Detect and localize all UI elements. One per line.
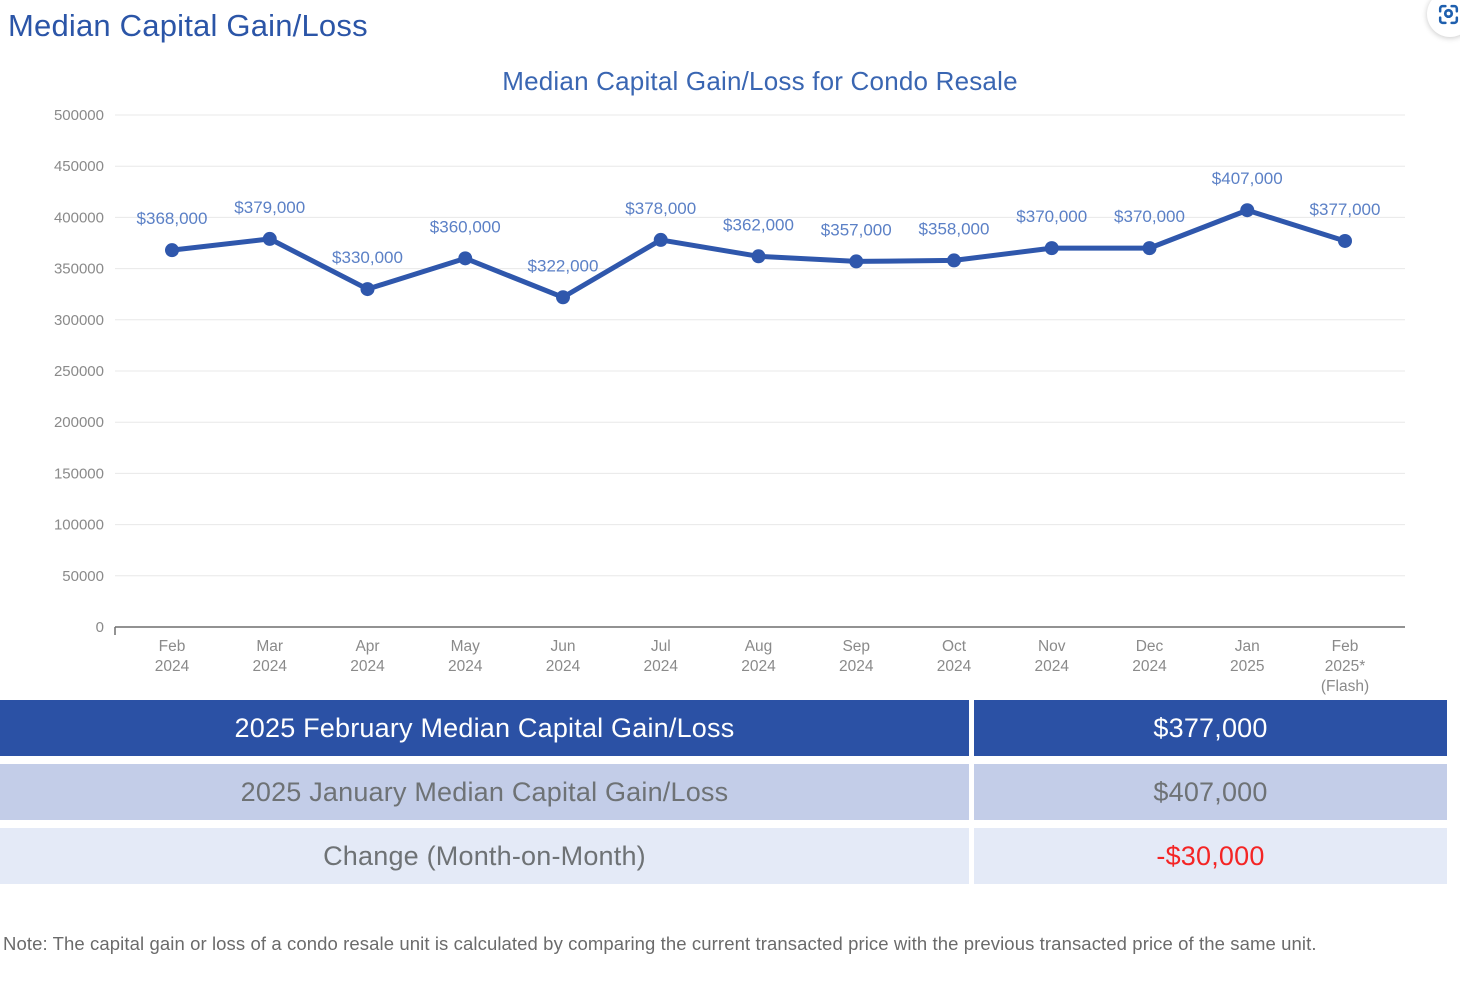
row-value-negative: -$30,000 [974,828,1447,884]
data-point[interactable] [653,232,668,247]
x-tick-label: 2024 [1035,658,1070,675]
x-tick-label: Sep [842,638,870,655]
x-tick-label: 2024 [1132,658,1167,675]
data-point-label: $378,000 [625,199,696,218]
data-point-label: $360,000 [430,217,501,236]
data-point[interactable] [360,282,375,297]
data-point[interactable] [947,253,961,268]
data-point-label: $407,000 [1212,169,1283,188]
x-tick-label: Dec [1136,638,1164,655]
data-point[interactable] [849,254,864,269]
data-point[interactable] [458,251,473,266]
data-point-label: $357,000 [821,220,892,239]
row-label: 2025 February Median Capital Gain/Loss [0,700,969,756]
x-tick-label: 2024 [839,658,874,675]
data-point[interactable] [556,290,570,305]
x-tick-label: (Flash) [1321,678,1369,695]
y-tick-label: 50000 [62,568,104,585]
data-point-label: $370,000 [1016,207,1087,226]
data-point-label: $370,000 [1114,207,1185,226]
x-tick-label: May [451,638,481,655]
data-point[interactable] [751,249,766,264]
x-tick-label: Mar [256,638,283,655]
data-point-label: $330,000 [332,248,403,267]
y-tick-label: 100000 [54,517,104,534]
y-tick-label: 0 [96,619,104,636]
data-point[interactable] [262,231,277,246]
table-row-jan-2025: 2025 January Median Capital Gain/Loss $4… [0,764,1447,820]
line-chart: 0 50000 100000 150000 200000 250000 300000 3500… [54,107,1405,695]
footnote: Note: The capital gain or loss of a cond… [3,933,1317,954]
y-tick-label: 400000 [54,209,104,226]
row-label: Change (Month-on-Month) [0,828,969,884]
table-row-change-mom: Change (Month-on-Month) -$30,000 [0,828,1447,884]
x-tick-label: Aug [745,638,773,655]
row-label: 2025 January Median Capital Gain/Loss [0,764,969,820]
x-tick-label: Apr [355,638,379,655]
row-value: $407,000 [974,764,1447,820]
x-tick-label: 2024 [741,658,776,675]
data-point-label: $358,000 [919,219,990,238]
data-point[interactable] [165,243,179,258]
x-tick-label: Jun [551,638,576,655]
y-tick-label: 200000 [54,414,104,431]
x-tick-label: 2024 [253,658,288,675]
screenshot-button[interactable] [1427,0,1460,37]
x-tick-label: Oct [942,638,967,655]
x-tick-label: Jan [1235,638,1260,655]
y-tick-label: 250000 [54,363,104,380]
x-tick-label: 2024 [448,658,483,675]
summary-table: 2025 February Median Capital Gain/Loss $… [0,700,1447,892]
page-title: Median Capital Gain/Loss [8,8,368,43]
y-tick-label: 150000 [54,465,104,482]
x-tick-label: 2024 [937,658,972,675]
y-tick-label: 450000 [54,158,104,175]
data-point-label: $368,000 [137,209,208,228]
x-tick-label: 2025* [1325,658,1366,675]
x-tick-label: 2024 [644,658,679,675]
x-tick-label: 2024 [546,658,581,675]
screenshot-icon [1438,4,1459,25]
data-point[interactable] [1338,233,1352,248]
data-point[interactable] [1142,241,1157,256]
data-point-label: $362,000 [723,215,794,234]
x-tick-label: Feb [1332,638,1359,655]
x-tick-label: Feb [159,638,186,655]
data-point[interactable] [1044,241,1059,256]
x-tick-label: Jul [651,638,671,655]
row-value: $377,000 [974,700,1447,756]
x-tick-label: 2025 [1230,658,1264,675]
data-point-label: $379,000 [234,198,305,217]
y-tick-label: 350000 [54,261,104,278]
data-point-label: $322,000 [528,256,599,275]
x-tick-label: Nov [1038,638,1066,655]
x-tick-label: 2024 [155,658,190,675]
x-tick-label: 2024 [350,658,385,675]
data-point[interactable] [1240,203,1255,218]
y-tick-label: 300000 [54,312,104,329]
data-point-label: $377,000 [1310,200,1381,219]
table-row-feb-2025: 2025 February Median Capital Gain/Loss $… [0,700,1447,756]
y-tick-label: 500000 [54,107,104,124]
chart-title: Median Capital Gain/Loss for Condo Resal… [502,66,1018,96]
